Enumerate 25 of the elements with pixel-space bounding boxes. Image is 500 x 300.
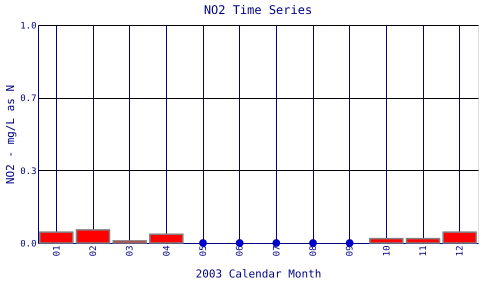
x-tick-label: 10 [382,246,392,256]
x-tick-label: 06 [236,246,246,256]
x-tick-label: 03 [126,246,136,256]
bar [442,231,477,244]
y-axis-title: NO2 - mg/L as N [4,84,18,184]
y-tick-label: 0.0 [20,240,36,250]
x-tick-label: 08 [309,246,319,256]
y-tick-label: 0.7 [20,94,36,104]
y-tick-label: 0.3 [20,166,36,177]
x-tick-label: 02 [89,246,99,256]
bar [39,231,74,244]
x-tick-label: 04 [162,246,172,256]
x-axis-title: 2003 Calendar Month [196,267,322,280]
bar [369,238,404,244]
x-tick-label: 01 [52,246,62,256]
x-tick-label: 05 [199,246,209,256]
chart-title: NO2 Time Series [204,3,312,17]
bar [76,229,110,244]
x-tick-label: 11 [419,246,429,256]
bar [149,234,184,244]
bar [112,240,147,244]
x-tick-label: 12 [456,246,466,256]
bar [406,238,440,244]
y-tick-label: 1.0 [20,22,36,32]
x-tick-label: 07 [272,246,282,256]
